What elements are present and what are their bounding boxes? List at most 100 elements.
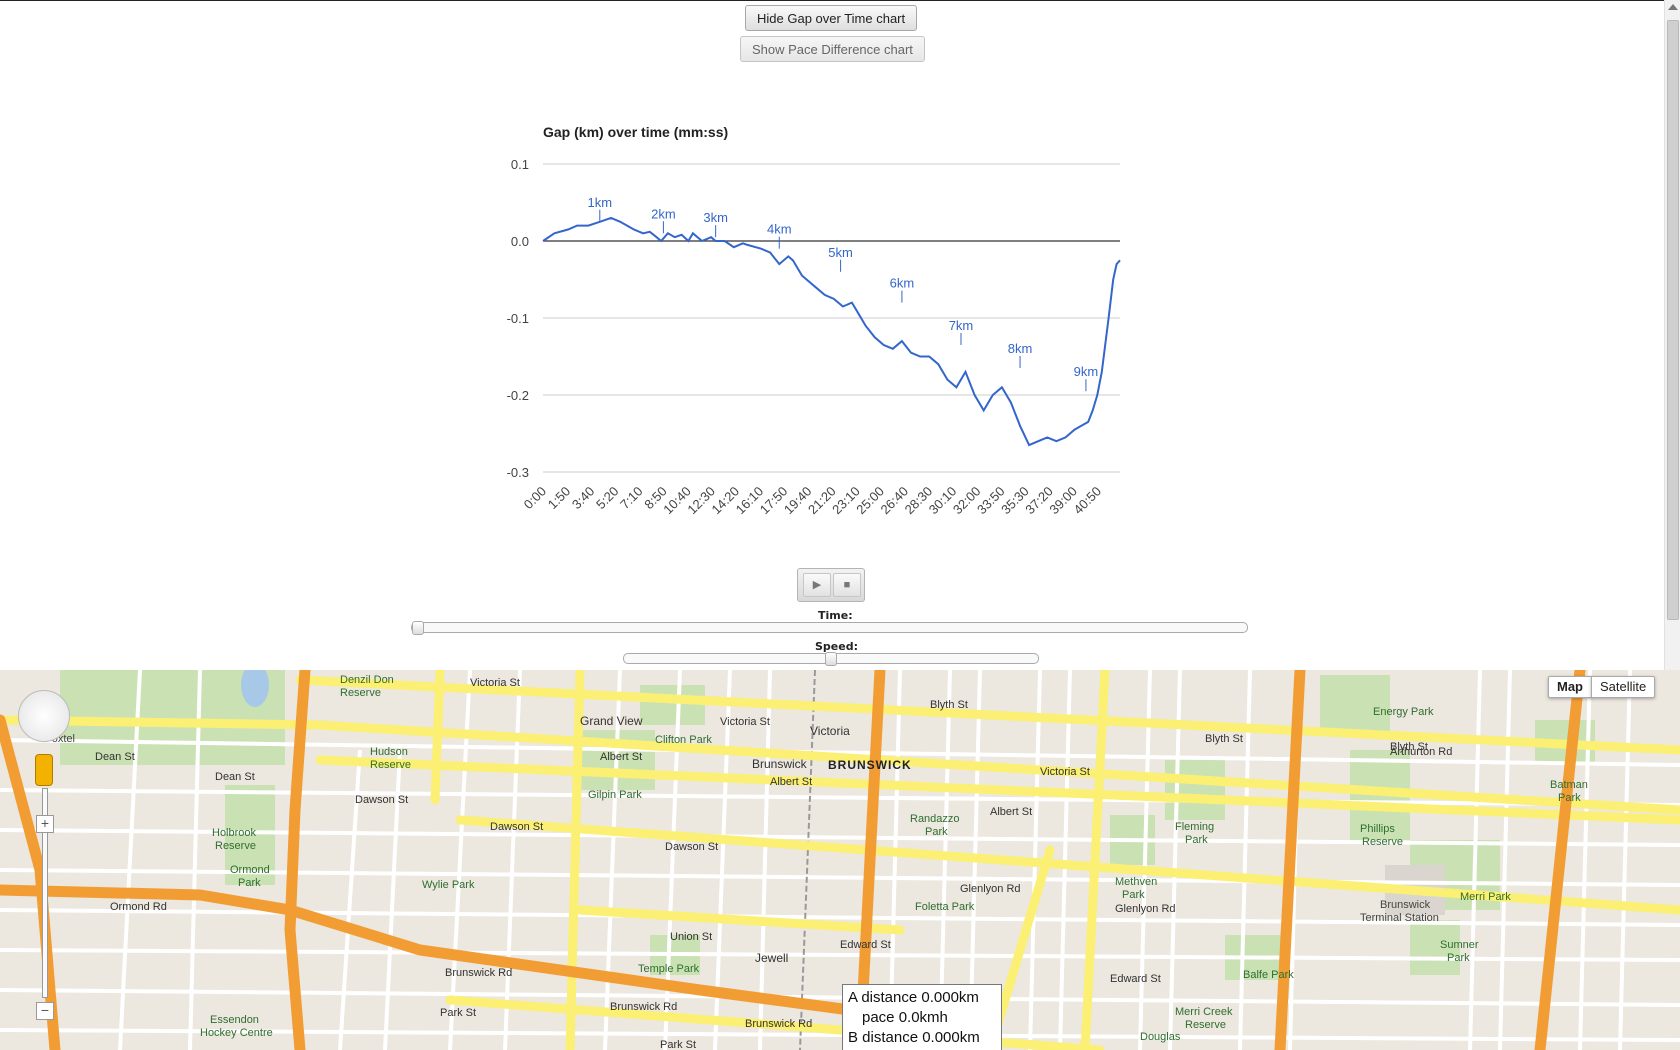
svg-text:Dawson St: Dawson St bbox=[490, 821, 543, 833]
x-tick-label: 5:20 bbox=[593, 484, 622, 513]
svg-text:Park: Park bbox=[1447, 952, 1470, 964]
svg-text:Reserve: Reserve bbox=[340, 687, 381, 699]
distance-tooltip: A distance 0.000km pace 0.0kmh B distanc… bbox=[842, 984, 1002, 1050]
y-tick-label: 0.1 bbox=[511, 157, 529, 172]
y-tick-label: -0.2 bbox=[507, 388, 529, 403]
speed-label: Speed: bbox=[815, 640, 858, 653]
km-annotation-label: 3km bbox=[703, 210, 728, 225]
pan-control-icon[interactable] bbox=[18, 690, 70, 742]
speed-slider[interactable] bbox=[623, 652, 1039, 666]
svg-text:Merri Creek: Merri Creek bbox=[1175, 1006, 1233, 1018]
svg-text:Edward St: Edward St bbox=[1110, 973, 1161, 985]
svg-text:Brunswick Rd: Brunswick Rd bbox=[445, 967, 512, 979]
svg-text:Blyth St: Blyth St bbox=[1205, 733, 1243, 745]
stop-button[interactable]: ■ bbox=[833, 573, 861, 597]
gap-series-line bbox=[542, 216, 1121, 447]
svg-text:Glenlyon Rd: Glenlyon Rd bbox=[960, 883, 1021, 895]
km-annotation-label: 2km bbox=[651, 206, 676, 221]
svg-text:Wylie Park: Wylie Park bbox=[422, 879, 475, 891]
svg-text:Brunswick Rd: Brunswick Rd bbox=[610, 1001, 677, 1013]
svg-text:Batman: Batman bbox=[1550, 779, 1588, 791]
svg-text:Reserve: Reserve bbox=[1185, 1019, 1226, 1031]
scroll-up-arrow-icon[interactable] bbox=[1668, 4, 1678, 10]
gap-chart: 0.10.0-0.1-0.2-0.30:001:503:405:207:108:… bbox=[507, 157, 1121, 517]
svg-text:Park St: Park St bbox=[440, 1007, 476, 1019]
map[interactable]: Victoria St Victoria St Albert St Albert… bbox=[0, 670, 1680, 1050]
svg-text:Holbrook: Holbrook bbox=[212, 827, 257, 839]
svg-text:Sumner: Sumner bbox=[1440, 939, 1479, 951]
svg-text:Jewell: Jewell bbox=[755, 951, 788, 965]
time-slider-handle[interactable] bbox=[412, 621, 424, 635]
svg-text:Hockey Centre: Hockey Centre bbox=[200, 1027, 273, 1039]
minor-roads bbox=[0, 670, 1680, 1050]
svg-text:BRUNSWICK: BRUNSWICK bbox=[828, 758, 912, 772]
km-annotation-label: 7km bbox=[949, 318, 974, 333]
show-pace-chart-button[interactable]: Show Pace Difference chart bbox=[740, 36, 925, 62]
top-border bbox=[0, 0, 1680, 1]
hide-gap-chart-button[interactable]: Hide Gap over Time chart bbox=[745, 5, 918, 31]
map-tiles[interactable]: Victoria St Victoria St Albert St Albert… bbox=[0, 670, 1680, 1050]
svg-text:Grand View: Grand View bbox=[580, 714, 643, 728]
page-scrollbar[interactable] bbox=[1664, 0, 1680, 670]
y-tick-label: -0.3 bbox=[507, 465, 529, 480]
svg-text:Merri Park: Merri Park bbox=[1460, 891, 1511, 903]
park-area bbox=[225, 785, 275, 885]
street-view-pegman-icon[interactable] bbox=[35, 754, 53, 786]
park-area bbox=[640, 685, 705, 725]
svg-text:Gilpin Park: Gilpin Park bbox=[588, 789, 642, 801]
water-area bbox=[241, 670, 269, 707]
svg-text:Temple Park: Temple Park bbox=[638, 963, 700, 975]
svg-text:Park St: Park St bbox=[660, 1039, 696, 1050]
svg-text:Reserve: Reserve bbox=[215, 840, 256, 852]
scrollbar-thumb[interactable] bbox=[1667, 20, 1679, 620]
svg-text:Dawson St: Dawson St bbox=[355, 794, 408, 806]
railway-line bbox=[799, 670, 816, 1050]
km-annotation-label: 9km bbox=[1074, 364, 1099, 379]
svg-text:Phillips: Phillips bbox=[1360, 823, 1395, 835]
map-type-map-button[interactable]: Map bbox=[1548, 676, 1592, 698]
x-tick-label: 1:50 bbox=[545, 484, 574, 513]
map-labels: Victoria St Victoria St Albert St Albert… bbox=[45, 674, 1588, 1050]
svg-text:Park: Park bbox=[238, 877, 261, 889]
svg-text:Edward St: Edward St bbox=[840, 939, 891, 951]
zoom-in-icon[interactable]: + bbox=[36, 815, 54, 833]
svg-text:Dawson St: Dawson St bbox=[665, 841, 718, 853]
svg-text:Fleming: Fleming bbox=[1175, 821, 1214, 833]
time-label: Time: bbox=[818, 609, 853, 622]
time-slider[interactable] bbox=[411, 621, 1248, 635]
svg-text:Arthurton Rd: Arthurton Rd bbox=[1390, 746, 1452, 758]
tooltip-b-distance: B distance 0.000km bbox=[848, 1029, 980, 1046]
svg-text:Clifton Park: Clifton Park bbox=[655, 734, 712, 746]
svg-text:Blyth St: Blyth St bbox=[1390, 741, 1428, 753]
tooltip-pace: pace 0.0kmh bbox=[862, 1009, 948, 1026]
svg-text:Union St: Union St bbox=[670, 931, 712, 943]
svg-text:Glenlyon Rd: Glenlyon Rd bbox=[1115, 903, 1176, 915]
svg-text:Energy Park: Energy Park bbox=[1373, 706, 1434, 718]
chart-title: Gap (km) over time (mm:ss) bbox=[543, 124, 729, 140]
svg-text:Foletta Park: Foletta Park bbox=[915, 901, 975, 913]
svg-text:Park: Park bbox=[925, 826, 948, 838]
x-tick-label: 0:00 bbox=[521, 484, 550, 513]
svg-text:Brunswick Rd: Brunswick Rd bbox=[745, 1018, 812, 1030]
svg-text:Park: Park bbox=[1122, 889, 1145, 901]
playback-controls: ▶ ■ bbox=[797, 568, 865, 602]
play-button[interactable]: ▶ bbox=[803, 573, 831, 597]
svg-text:Ormond Rd: Ormond Rd bbox=[110, 901, 167, 913]
map-type-satellite-button[interactable]: Satellite bbox=[1591, 676, 1656, 698]
svg-text:Hudson: Hudson bbox=[370, 746, 408, 758]
svg-text:Dean St: Dean St bbox=[215, 771, 255, 783]
park-area bbox=[1165, 760, 1225, 820]
km-annotation-label: 5km bbox=[828, 245, 853, 260]
km-annotation-label: 8km bbox=[1008, 341, 1033, 356]
zoom-slider[interactable] bbox=[42, 788, 48, 998]
svg-text:Albert St: Albert St bbox=[770, 776, 812, 788]
svg-text:Park: Park bbox=[1185, 834, 1208, 846]
y-tick-label: 0.0 bbox=[511, 234, 529, 249]
highways bbox=[0, 670, 1586, 1050]
speed-slider-handle[interactable] bbox=[825, 652, 837, 666]
svg-text:Methven: Methven bbox=[1115, 876, 1157, 888]
svg-text:Park: Park bbox=[1558, 792, 1581, 804]
zoom-out-icon[interactable]: − bbox=[36, 1002, 54, 1020]
km-annotation-label: 1km bbox=[588, 195, 613, 210]
park-area bbox=[1320, 675, 1390, 735]
